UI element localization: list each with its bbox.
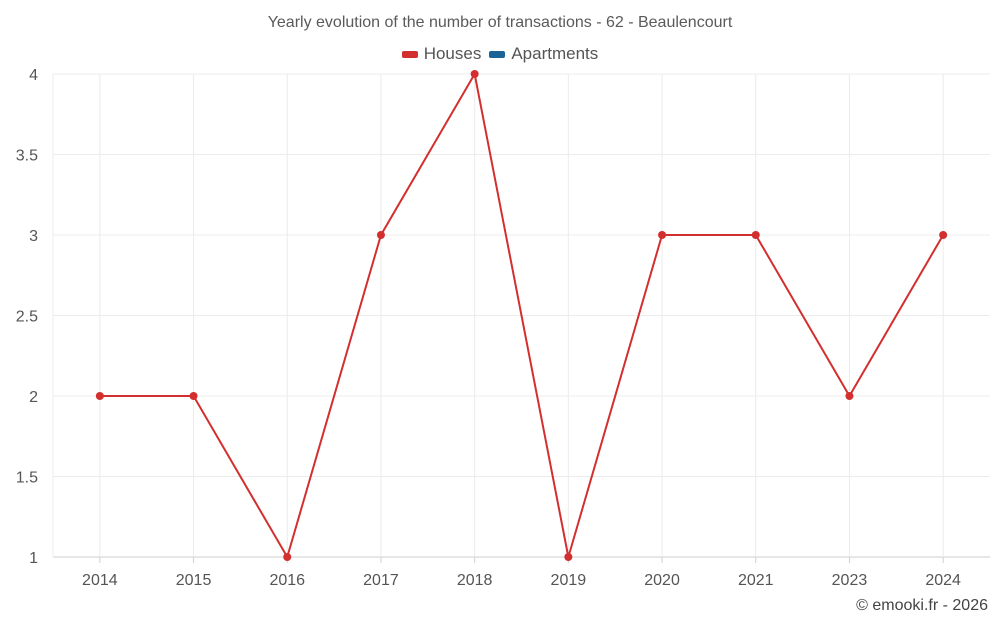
series-line-houses bbox=[99, 73, 945, 558]
grid-lines bbox=[52, 73, 990, 558]
x-tick-label: 2014 bbox=[82, 572, 118, 589]
data-point-houses[interactable] bbox=[939, 231, 948, 239]
x-tick-label: 2015 bbox=[176, 572, 212, 589]
data-point-houses[interactable] bbox=[189, 392, 198, 400]
x-tick-label: 2024 bbox=[925, 572, 961, 589]
y-tick-label: 2.5 bbox=[16, 309, 38, 326]
legend-swatch-apartments bbox=[489, 50, 506, 58]
data-point-houses[interactable] bbox=[658, 231, 667, 239]
x-axis: 2014 2015 2016 2017 2018 2019 2020 2021 2023 2024 bbox=[82, 557, 961, 589]
y-tick-label: 3.5 bbox=[16, 148, 38, 165]
data-point-houses[interactable] bbox=[845, 392, 854, 400]
legend-label-houses: Houses bbox=[423, 44, 482, 63]
x-tick-label: 2019 bbox=[551, 572, 587, 589]
y-axis: 1 1.5 2 2.5 3 3.5 4 bbox=[16, 67, 38, 567]
y-tick-label: 1.5 bbox=[16, 470, 38, 487]
legend-label-apartments: Apartments bbox=[511, 44, 599, 63]
legend-item-houses[interactable]: Houses bbox=[401, 44, 482, 64]
chart-title: Yearly evolution of the number of transa… bbox=[267, 14, 733, 31]
y-tick-label: 2 bbox=[29, 389, 38, 406]
data-point-houses[interactable] bbox=[283, 553, 292, 561]
series-houses bbox=[95, 70, 948, 561]
x-tick-label: 2021 bbox=[738, 572, 774, 589]
legend-item-apartments[interactable]: Apartments bbox=[489, 44, 598, 64]
x-tick-label: 2016 bbox=[269, 572, 305, 589]
y-tick-label: 1 bbox=[29, 550, 38, 567]
chart-legend: Houses Apartments bbox=[0, 44, 1000, 64]
x-tick-label: 2017 bbox=[363, 572, 399, 589]
data-point-houses[interactable] bbox=[376, 231, 385, 239]
data-point-houses[interactable] bbox=[564, 553, 573, 561]
data-point-houses[interactable] bbox=[470, 70, 479, 78]
y-tick-label: 4 bbox=[29, 67, 38, 84]
x-tick-label: 2023 bbox=[832, 572, 868, 589]
data-point-houses[interactable] bbox=[751, 231, 760, 239]
copyright-credit: © emooki.fr - 2026 bbox=[856, 597, 988, 614]
y-tick-label: 3 bbox=[29, 228, 38, 245]
x-tick-label: 2018 bbox=[457, 572, 493, 589]
data-point-houses[interactable] bbox=[95, 392, 104, 400]
legend-swatch-houses bbox=[401, 50, 418, 58]
x-tick-label: 2020 bbox=[644, 572, 680, 589]
